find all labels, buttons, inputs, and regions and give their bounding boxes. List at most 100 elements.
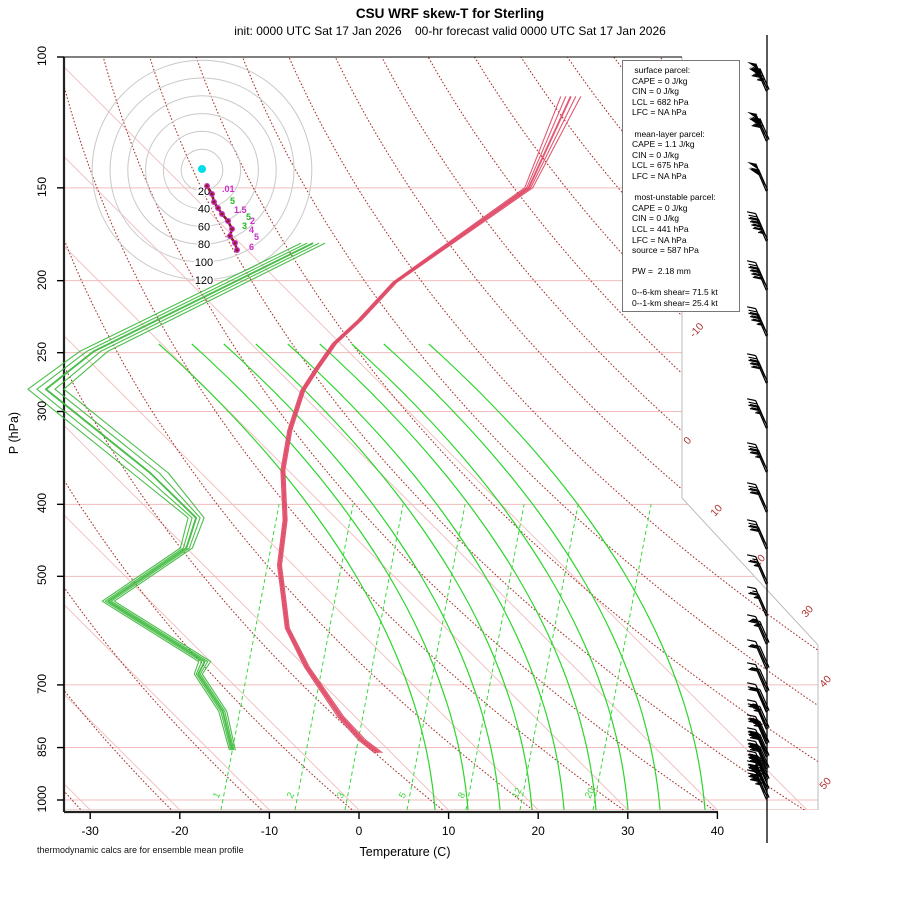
isotherm-line (65, 57, 270, 810)
barb-half-feather (758, 231, 763, 234)
barb-feather (751, 125, 761, 128)
barb-feather (748, 560, 758, 564)
barb-feather (746, 769, 756, 773)
barb-feather (748, 309, 758, 313)
barb-feather (749, 736, 759, 740)
dry-adiabat-line (195, 57, 818, 810)
barb-staff (757, 768, 769, 790)
barb-staff (759, 118, 770, 140)
x-tick-label: -20 (171, 824, 189, 838)
barb-feather (752, 74, 762, 78)
barb-feather (746, 614, 756, 618)
barb-staff (755, 766, 767, 789)
barb-staff (755, 688, 767, 711)
dry-adiabat-line (241, 57, 818, 810)
barb-feather (746, 353, 756, 357)
barb-half-feather (756, 782, 762, 785)
barb-feather (748, 763, 758, 767)
hodograph-marker (209, 191, 215, 197)
hodograph-ring (109, 77, 295, 263)
dry-adiabat-line (65, 57, 446, 810)
barb-half-feather (755, 563, 761, 567)
barb-staff (757, 219, 769, 241)
hodograph-height-label: 5 (230, 196, 235, 206)
dewpoint-profile-line (36, 242, 308, 751)
isotherm-line (65, 57, 449, 810)
hodograph-ring-label: 40 (198, 204, 210, 216)
barb-feather (749, 487, 759, 491)
barb-feather (749, 524, 759, 528)
isotherm-label: 50 (817, 775, 834, 792)
barb-half-feather (757, 322, 763, 325)
barb-feather (751, 528, 761, 532)
barb-feather (748, 522, 758, 526)
hodograph-marker (219, 211, 225, 217)
barb-feather (751, 315, 761, 319)
barb-feather (747, 743, 757, 747)
hodograph-marker (232, 240, 238, 246)
hodograph-marker (211, 199, 217, 205)
barb-feather (749, 358, 759, 362)
barb-staff (759, 621, 770, 643)
barb-staff (757, 450, 769, 472)
barb-half-feather (752, 618, 758, 621)
hodograph-ring (180, 148, 224, 192)
forecast-subtitle: init: 0000 UTC Sat 17 Jan 2026 00-hr for… (234, 24, 666, 38)
barb-feather (751, 269, 761, 273)
barb-feather (752, 318, 762, 322)
y-tick-label: 150 (35, 176, 49, 197)
barb-feather (749, 767, 758, 771)
hodograph-ring (145, 113, 259, 227)
barb-feather (748, 620, 758, 624)
barb-feather (749, 748, 759, 752)
x-tick-label: -30 (81, 824, 99, 838)
hodograph-marker (234, 247, 240, 253)
barb-half-feather (754, 721, 760, 724)
barb-staff (757, 707, 769, 729)
barb-staff (757, 647, 769, 669)
barb-staff (756, 268, 767, 291)
mixing-ratio-line (519, 504, 579, 810)
barb-feather (746, 662, 756, 666)
barb-staff (759, 706, 770, 728)
barb-half-feather (754, 771, 760, 774)
hodograph-marker (229, 226, 235, 232)
barb-feather (749, 591, 759, 595)
barb-feather (746, 260, 756, 264)
barb-feather (754, 226, 763, 230)
barb-feather (749, 619, 759, 623)
barb-half-feather (756, 763, 762, 766)
barb-staff (757, 406, 769, 428)
barb-half-feather (756, 411, 762, 414)
barb-half-feather (753, 624, 759, 627)
x-tick-label: 30 (621, 824, 635, 838)
moist-adiabat-line (383, 343, 661, 810)
hodograph-height-label: 2 (250, 216, 255, 226)
mixing-ratio-label: 8 (456, 791, 468, 801)
barb-feather (747, 703, 757, 707)
barb-half-feather (756, 79, 762, 82)
barb-feather (748, 766, 758, 770)
barb-feather (748, 445, 758, 449)
barb-half-feather (755, 412, 761, 415)
hodograph-ring (127, 95, 277, 245)
barb-feather (748, 356, 758, 360)
barb-staff (759, 767, 770, 789)
barb-feather (748, 214, 758, 218)
barb-feather (752, 227, 762, 231)
moist-adiabat-line (223, 343, 501, 810)
storm-motion-dot (198, 165, 206, 173)
barb-staff (755, 705, 767, 728)
barb-feather (751, 619, 761, 623)
barb-feather (751, 362, 761, 366)
x-axis-title: Temperature (C) (359, 845, 451, 859)
isotherm-line (65, 57, 360, 810)
barb-half-feather (752, 722, 758, 725)
barb-staff (756, 361, 767, 384)
dewpoint-profile-line (44, 242, 314, 751)
barb-staff (757, 670, 769, 692)
dewpoint-profile-line (54, 242, 320, 751)
barb-feather (748, 266, 758, 270)
barb-feather (746, 442, 756, 446)
barb-feather (754, 123, 764, 127)
